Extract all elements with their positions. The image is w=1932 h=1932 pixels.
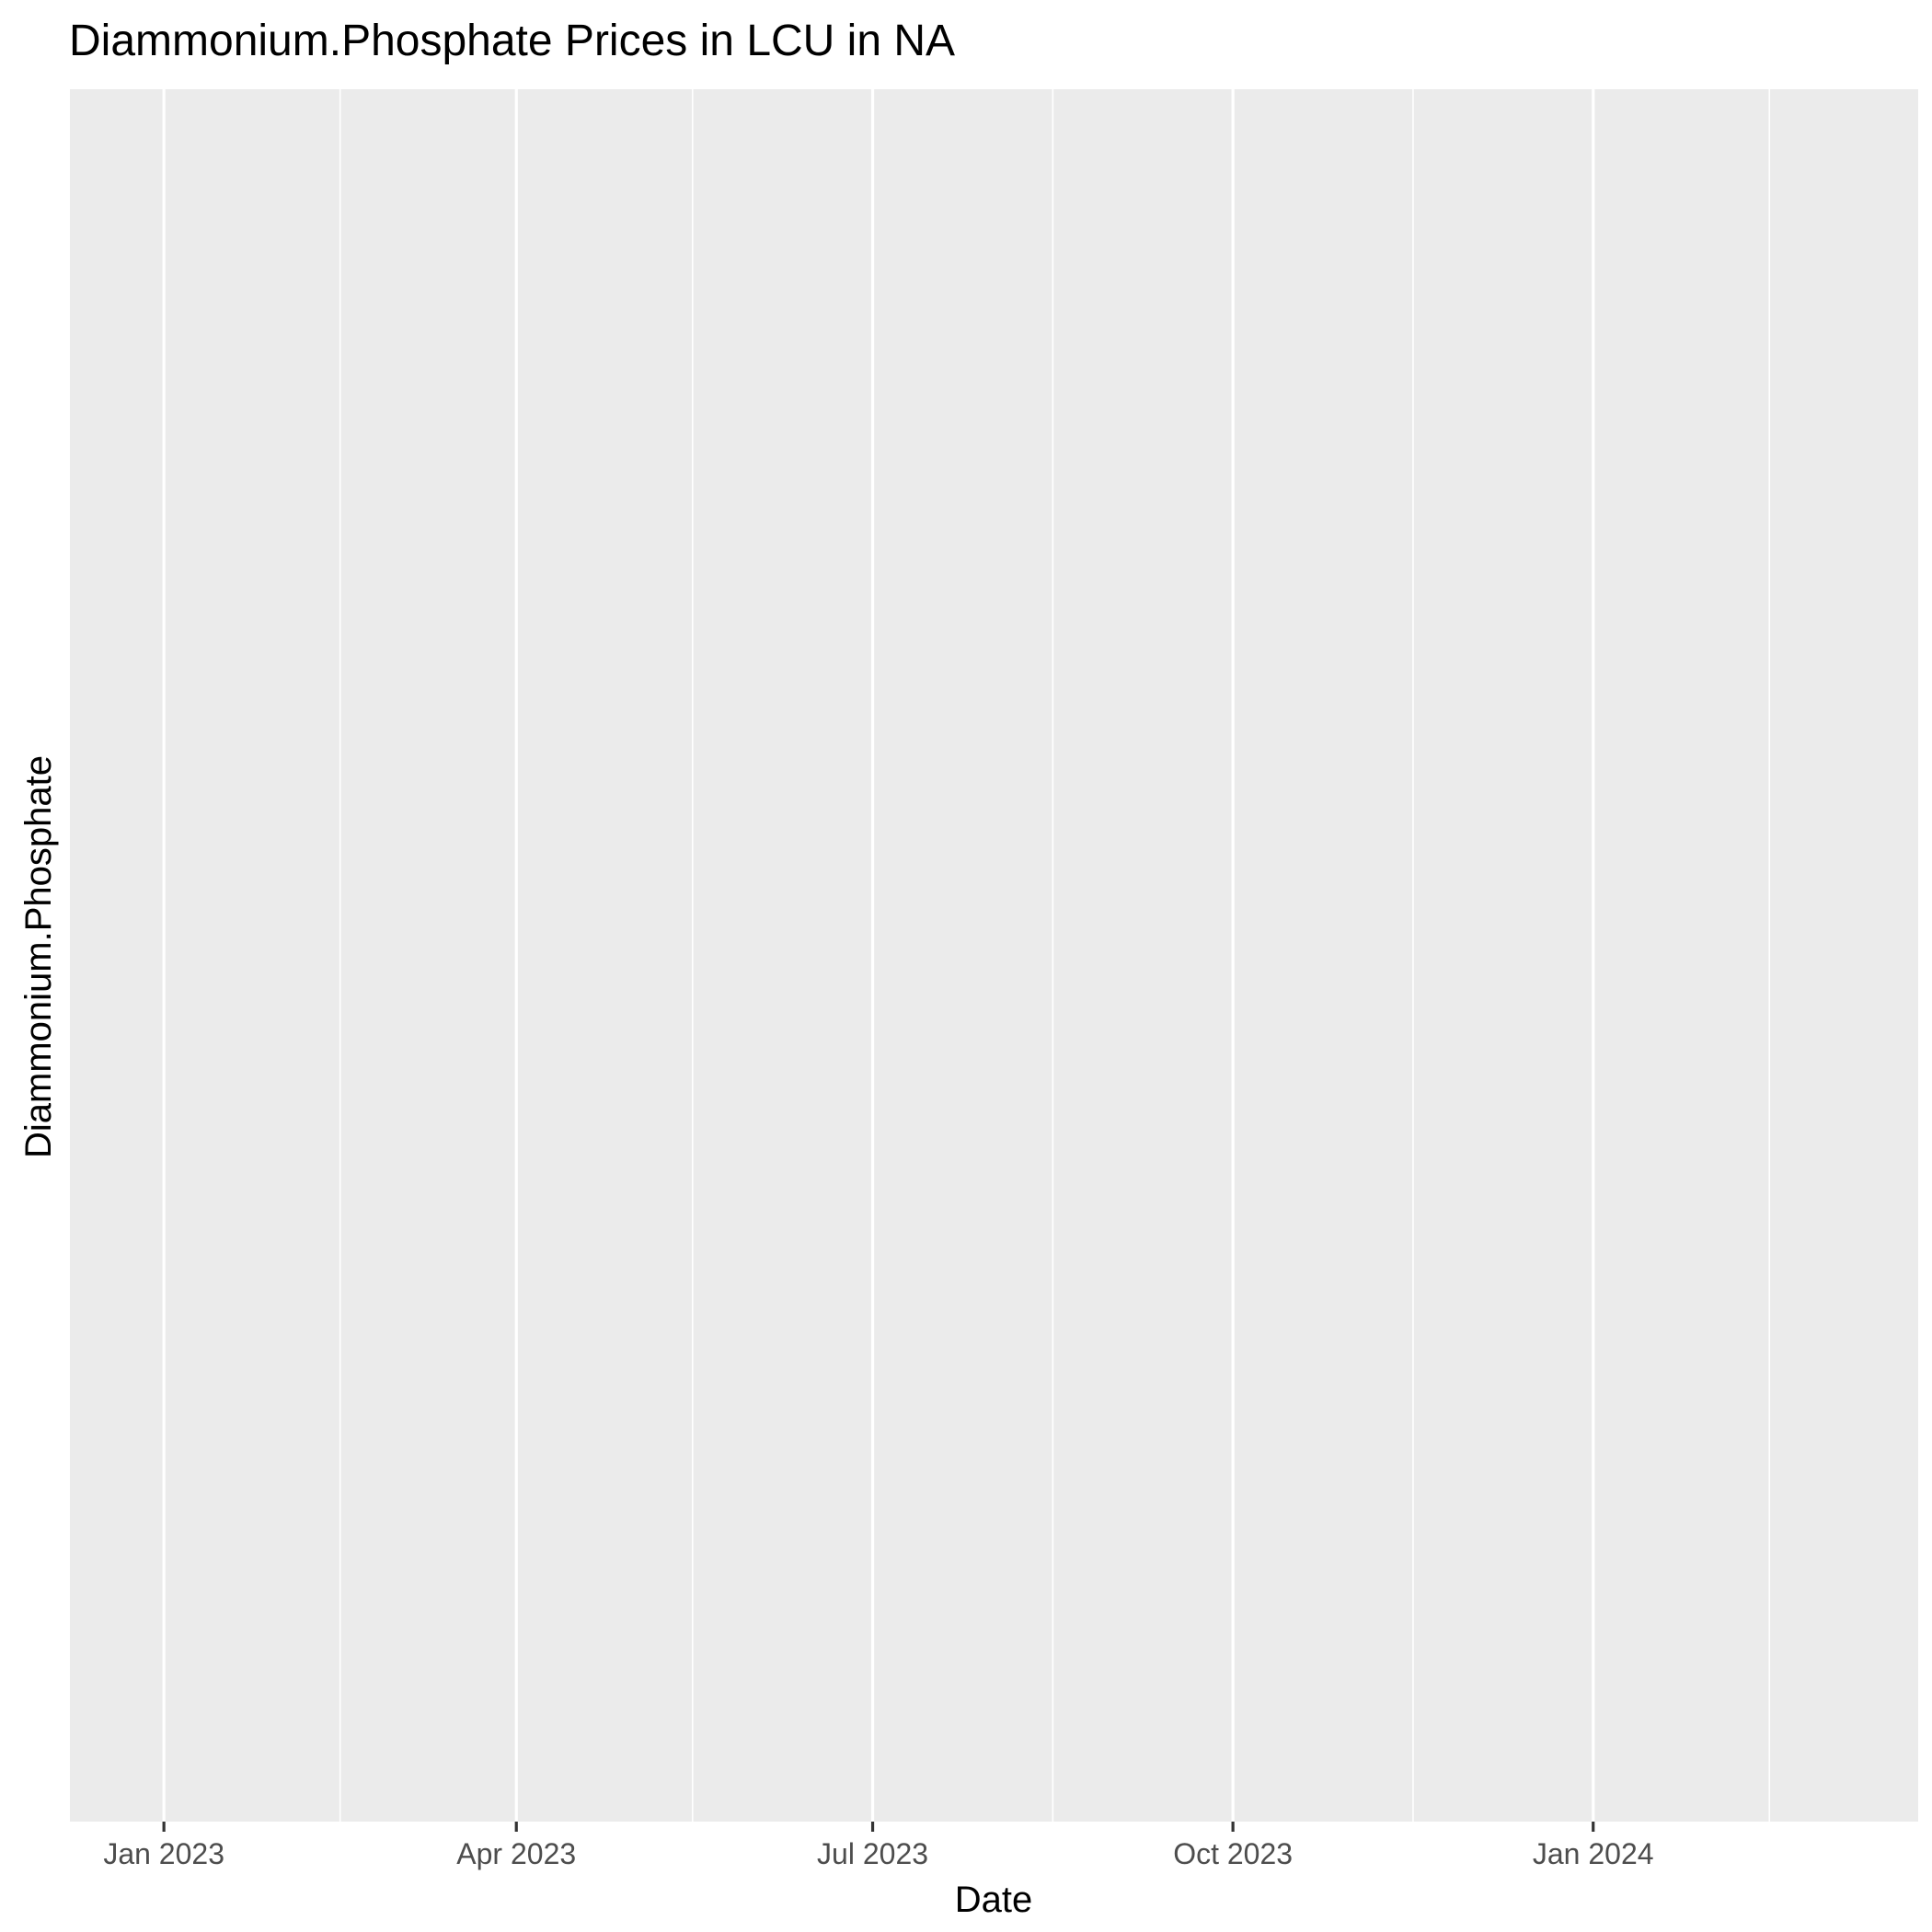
plot-panel [70, 89, 1918, 1822]
x-tick-label: Jul 2023 [817, 1837, 928, 1870]
major-gridlines [162, 89, 1595, 1822]
x-tick-label: Apr 2023 [456, 1837, 576, 1870]
chart-title: Diammonium.Phosphate Prices in LCU in NA [69, 17, 955, 65]
x-tick-label: Jan 2023 [103, 1837, 224, 1870]
x-tick-label: Oct 2023 [1173, 1837, 1293, 1870]
x-tick-label: Jan 2024 [1533, 1837, 1654, 1870]
x-axis-tick-labels: Jan 2023 Apr 2023 Jul 2023 Oct 2023 Jan 2024 [103, 1837, 1653, 1870]
x-axis-ticks [162, 1822, 1595, 1832]
y-axis-title: Diammonium.Phosphate [18, 755, 59, 1158]
x-axis-title: Date [955, 1880, 1033, 1920]
minor-gridlines [339, 89, 1771, 1822]
